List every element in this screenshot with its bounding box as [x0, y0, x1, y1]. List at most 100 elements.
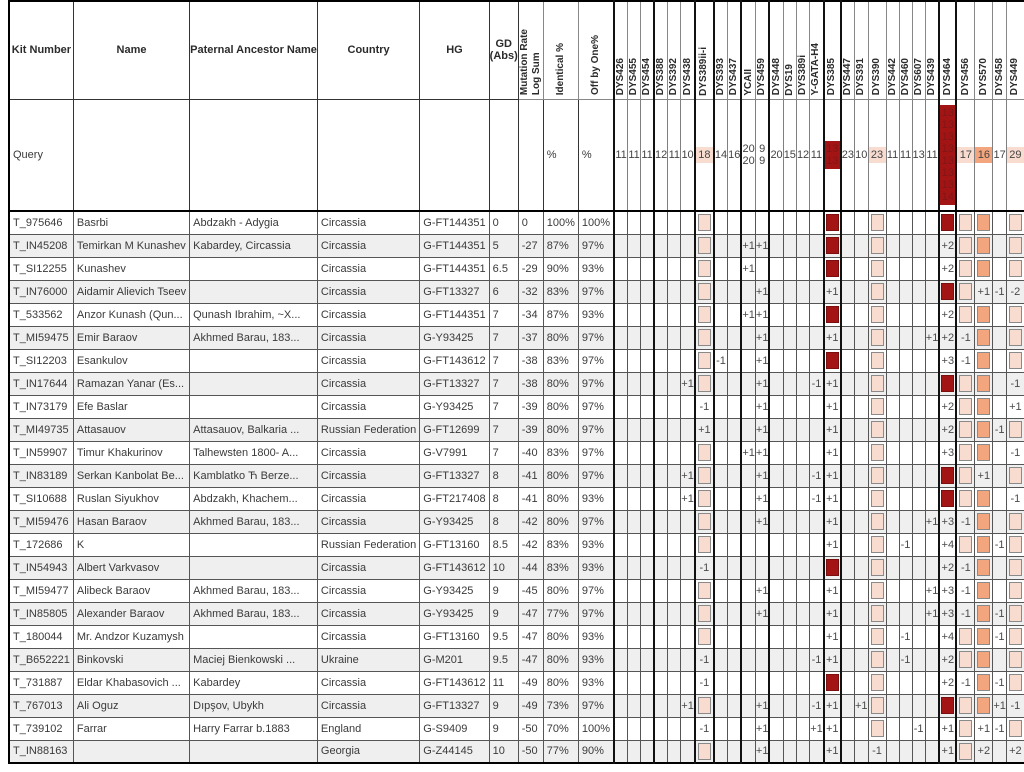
marker-cell-dys607	[911, 624, 926, 649]
marker-match-box	[977, 214, 991, 232]
marker-cell-dys426	[613, 233, 629, 258]
marker-cell-dys454	[640, 601, 655, 626]
marker-cell-dys426	[613, 739, 629, 764]
marker-match-box	[959, 260, 973, 277]
marker-cell-dys448	[768, 693, 784, 718]
query-marker-dys389ii-i: 18	[693, 98, 715, 212]
marker-cell-dys455	[627, 463, 642, 488]
identical-pct-cell: 80%	[542, 325, 579, 350]
query-marker-dys442: 11	[885, 98, 900, 212]
marker-cell-dys438	[680, 647, 696, 672]
identical-pct-cell: 87%	[542, 302, 579, 327]
query-marker-dys392: 11	[667, 98, 682, 212]
identical-pct-cell: 83%	[542, 440, 579, 465]
gd-cell: 7	[488, 394, 519, 419]
marker-cell-dys607	[911, 601, 926, 626]
marker-cell-dys439	[924, 716, 940, 741]
marker-match-box	[870, 674, 884, 691]
marker-cell-dys460	[898, 394, 913, 419]
marker-cell-dys448	[768, 371, 784, 396]
marker-cell-dys439	[924, 555, 940, 580]
marker-cell-dys459: +1	[754, 578, 770, 603]
marker-cell-dys390	[867, 210, 887, 235]
marker-cell-dys464: +3	[938, 578, 957, 603]
marker-match-box	[870, 536, 884, 553]
marker-match-box	[977, 260, 991, 277]
marker-cell-dys438: +1	[680, 486, 696, 511]
marker-cell-dys389ii-i: -1	[693, 555, 715, 580]
match-row-t_767013: T_767013 Ali Oguz Dıpşov, Ubykh Circassia G-…	[8, 693, 1024, 718]
country-cell: England	[316, 716, 421, 741]
marker-match-box	[697, 467, 711, 484]
marker-match-box	[959, 720, 973, 737]
marker-cell-dys19	[782, 325, 797, 350]
marker-cell-dys388	[653, 624, 669, 649]
marker-cell-dys448	[768, 325, 784, 350]
gd-cell: 9	[488, 578, 519, 603]
marker-cell-dys449	[1005, 532, 1024, 557]
marker-match-box	[959, 444, 973, 461]
match-row-t_mi59477: T_MI59477 Alibeck Baraov Akhmed Barau, 183…	[8, 578, 1024, 603]
marker-match-box	[959, 421, 973, 438]
marker-cell-dys448	[768, 647, 784, 672]
marker-cell-dys392	[667, 371, 682, 396]
marker-cell-dys607	[911, 578, 926, 603]
marker-cell-dys456	[955, 302, 976, 327]
name-cell: Serkan Kanbolat Be...	[72, 463, 191, 488]
marker-cell-dys393	[712, 624, 729, 649]
ancestor-cell	[189, 371, 318, 396]
name-cell: Anzor Kunash (Qun...	[72, 302, 191, 327]
marker-cell-dys389i	[795, 210, 811, 235]
identical-pct-cell: 80%	[542, 647, 579, 672]
marker-match-box	[697, 260, 711, 277]
column-header-gd-abs: GD (Abs)	[488, 0, 519, 100]
marker-cell-dys388	[653, 509, 669, 534]
marker-cell-dys19	[782, 670, 797, 695]
marker-cell-dys393	[712, 371, 729, 396]
marker-cell-dys392	[667, 555, 682, 580]
marker-cell-dys390	[867, 486, 887, 511]
marker-cell-dys456: -1	[955, 509, 976, 534]
query-marker-dys456: 17	[955, 98, 976, 212]
marker-cell-dys389i	[795, 440, 811, 465]
marker-cell-dys391: +1	[854, 693, 869, 718]
marker-cell-dys393	[712, 233, 729, 258]
kit-number-cell: T_MI59476	[8, 509, 74, 534]
marker-cell-dys459: +1	[754, 739, 770, 764]
marker-cell-dys458: -1	[992, 532, 1007, 557]
marker-cell-dys464: +2	[938, 233, 957, 258]
marker-cell-dys456	[955, 394, 976, 419]
marker-cell-dys390	[867, 233, 887, 258]
marker-cell-dys390	[867, 394, 887, 419]
marker-cell-dys448	[768, 486, 784, 511]
marker-cell-dys439: +1	[924, 578, 940, 603]
marker-cell-dys389i	[795, 739, 811, 764]
marker-cell-dys392	[667, 624, 682, 649]
marker-cell-dys455	[627, 739, 642, 764]
name-cell: Eldar Khabasovich ...	[72, 670, 191, 695]
query-marker-dys426: 11	[613, 98, 629, 212]
marker-cell-dys390	[867, 302, 887, 327]
name-cell: Efe Baslar	[72, 394, 191, 419]
marker-cell-dys607	[911, 394, 926, 419]
marker-cell-dys607	[911, 371, 926, 396]
marker-cell-dys389i	[795, 325, 811, 350]
marker-match-box	[697, 513, 711, 530]
marker-cell-dys447	[839, 325, 855, 350]
marker-cell-dys455	[627, 394, 642, 419]
marker-cell-dys464	[938, 463, 957, 488]
name-cell: Alexander Baraov	[72, 601, 191, 626]
marker-match-box	[977, 490, 991, 507]
kit-number-cell: T_IN88163	[8, 739, 74, 764]
mutation-rate-cell: -50	[517, 716, 544, 741]
marker-cell-dys437	[727, 578, 742, 603]
ancestor-cell: Kabardey	[189, 670, 318, 695]
marker-cell-dys389i	[795, 233, 811, 258]
marker-cell-dys607	[911, 670, 926, 695]
kit-number-cell: T_SI10688	[8, 486, 74, 511]
marker-cell-dys570	[974, 486, 994, 511]
marker-cell-dys460	[898, 233, 913, 258]
kit-number-cell: T_180044	[8, 624, 74, 649]
marker-match-box	[870, 582, 884, 599]
